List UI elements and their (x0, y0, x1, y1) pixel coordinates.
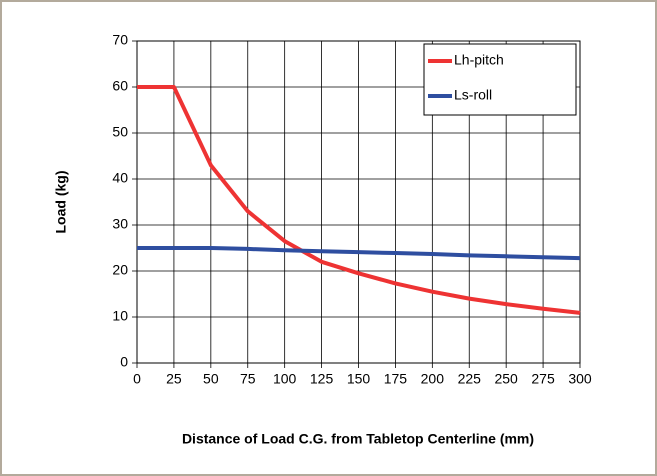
x-tick-label: 125 (310, 371, 334, 387)
y-tick-label: 10 (112, 308, 128, 324)
plot-border (136, 40, 581, 364)
x-tick-label: 175 (384, 371, 408, 387)
y-tick-label: 40 (112, 170, 128, 186)
legend-label: Lh-pitch (454, 52, 504, 68)
x-tick-label: 150 (347, 371, 371, 387)
legend-label: Ls-roll (454, 87, 492, 103)
y-tick-label: 20 (112, 262, 128, 278)
y-tick-label: 70 (112, 32, 128, 48)
x-tick-label: 250 (494, 371, 518, 387)
series-line (137, 246, 581, 261)
y-tick-label: 0 (120, 354, 128, 370)
legend-box (423, 43, 577, 116)
x-tick-label: 0 (133, 371, 141, 387)
series-line (137, 85, 581, 315)
x-tick-label: 25 (166, 371, 182, 387)
x-tick-label: 50 (203, 371, 219, 387)
x-tick-label: 75 (240, 371, 256, 387)
x-tick-label: 100 (273, 371, 297, 387)
y-axis-label: Load (kg) (53, 171, 69, 234)
x-tick-label: 225 (458, 371, 482, 387)
y-tick-label: 60 (112, 78, 128, 94)
y-tick-label: 30 (112, 216, 128, 232)
x-tick-label: 300 (568, 371, 592, 387)
x-axis-label: Distance of Load C.G. from Tabletop Cent… (182, 431, 534, 447)
legend: Lh-pitch Ls-roll (423, 43, 577, 116)
y-tick-label: 50 (112, 124, 128, 140)
x-tick-label: 275 (531, 371, 555, 387)
x-tick-label: 200 (421, 371, 445, 387)
